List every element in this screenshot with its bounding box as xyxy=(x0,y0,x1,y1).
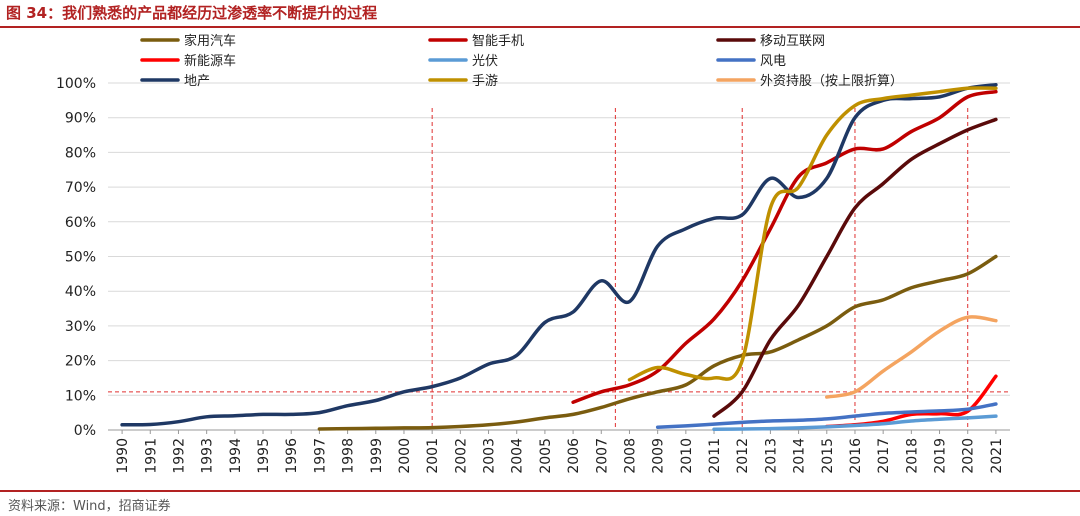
x-tick-label: 2014 xyxy=(792,438,808,474)
x-tick-label: 1990 xyxy=(115,438,131,474)
x-tick-label: 2012 xyxy=(735,438,751,474)
series-line-4 xyxy=(712,414,998,432)
legend-label: 新能源车 xyxy=(184,53,236,69)
x-tick-label: 2004 xyxy=(510,438,526,474)
y-tick-label: 60% xyxy=(65,215,96,231)
x-tick-label: 1997 xyxy=(312,438,328,474)
x-tick-label: 2015 xyxy=(820,438,836,474)
x-tick-label: 2006 xyxy=(566,438,582,474)
x-tick-label: 1995 xyxy=(256,438,272,474)
series-line-5 xyxy=(655,402,998,429)
y-tick-label: 40% xyxy=(65,284,96,300)
legend-label: 风电 xyxy=(760,54,786,69)
x-tick-label: 2003 xyxy=(482,438,498,474)
x-tick-label: 2018 xyxy=(904,438,920,474)
x-tick-label: 1991 xyxy=(143,438,159,474)
y-tick-label: 10% xyxy=(65,388,96,404)
x-tick-label: 2007 xyxy=(594,438,610,474)
x-tick-label: 1998 xyxy=(341,438,357,474)
series-line-6 xyxy=(120,82,998,427)
y-tick-label: 50% xyxy=(65,250,96,266)
legend-label: 手游 xyxy=(472,74,498,89)
x-tick-label: 2011 xyxy=(707,438,723,474)
y-tick-label: 30% xyxy=(65,319,96,335)
x-tick-label: 2017 xyxy=(876,438,892,474)
y-tick-label: 100% xyxy=(56,76,96,92)
x-tick-label: 1993 xyxy=(200,438,216,474)
legend-label: 光伏 xyxy=(472,54,498,69)
x-tick-label: 2021 xyxy=(989,438,1005,474)
y-tick-label: 90% xyxy=(65,111,96,127)
series-line-2 xyxy=(712,117,998,418)
y-tick-label: 20% xyxy=(65,354,96,370)
x-tick-label: 2001 xyxy=(425,438,441,474)
x-tick-label: 1999 xyxy=(369,438,385,474)
legend-label: 地产 xyxy=(184,74,210,89)
x-tick-label: 1996 xyxy=(284,438,300,474)
x-tick-label: 1994 xyxy=(228,438,244,474)
y-tick-label: 0% xyxy=(74,423,96,439)
x-tick-label: 2005 xyxy=(538,438,554,474)
chart-title: 图 34：我们熟悉的产品都经历过渗透率不断提升的过程 xyxy=(6,4,378,22)
series-line-1 xyxy=(571,89,998,404)
x-tick-label: 2002 xyxy=(453,438,469,474)
x-tick-label: 2009 xyxy=(651,438,667,474)
source-note: 资料来源：Wind，招商证券 xyxy=(8,499,171,514)
x-tick-label: 2000 xyxy=(397,438,413,474)
x-tick-label: 2016 xyxy=(848,438,864,474)
series-line-0 xyxy=(317,254,998,431)
x-tick-label: 2010 xyxy=(679,438,695,474)
legend-label: 外资持股（按上限折算） xyxy=(760,74,903,89)
legend-label: 家用汽车 xyxy=(184,33,236,49)
y-tick-label: 70% xyxy=(65,180,96,196)
x-tick-label: 2008 xyxy=(622,438,638,474)
x-tick-label: 2013 xyxy=(763,438,779,474)
legend-label: 智能手机 xyxy=(472,34,524,49)
x-tick-label: 2020 xyxy=(961,438,977,474)
y-tick-label: 80% xyxy=(65,145,96,161)
x-tick-label: 2019 xyxy=(933,438,949,474)
series-line-7 xyxy=(627,86,998,382)
series-line-8 xyxy=(825,315,998,399)
legend-label: 移动互联网 xyxy=(760,34,825,49)
x-tick-label: 1992 xyxy=(171,438,187,474)
footer-divider xyxy=(0,490,1080,492)
title-bar: 图 34：我们熟悉的产品都经历过渗透率不断提升的过程 xyxy=(0,0,1080,28)
